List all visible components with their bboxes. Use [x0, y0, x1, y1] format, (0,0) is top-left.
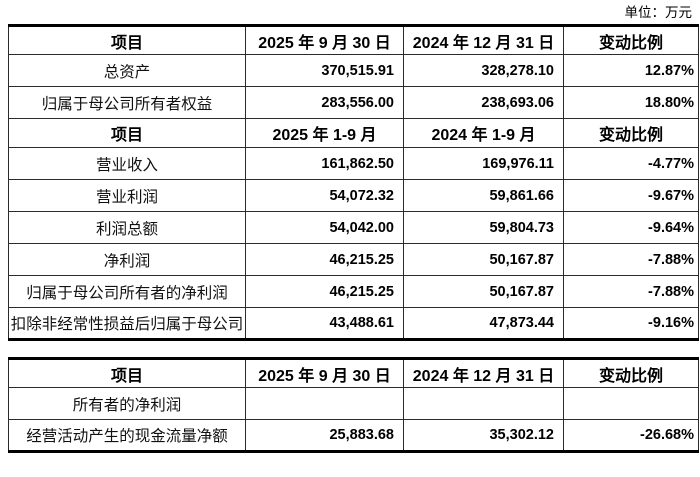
value-cell: 370,515.91 [245, 54, 404, 87]
value-cell: 161,862.50 [245, 147, 404, 180]
value-cell: 50,167.87 [403, 275, 564, 308]
value-cell: 54,042.00 [245, 211, 404, 244]
row-label-cell: 归属于母公司所有者权益 [8, 86, 246, 119]
row-label-cell: 净利润 [8, 243, 246, 276]
value-cell: 25,883.68 [245, 419, 404, 452]
table-row: 所有者的净利润 [8, 387, 699, 420]
value-cell: 169,976.11 [403, 147, 564, 180]
value-cell: -7.88% [563, 243, 699, 276]
tables-root: 项目 2025 年 9 月 30 日 2024 年 12 月 31 日变动比例 总资产… [0, 24, 700, 453]
row-label-cell: 所有者的净利润 [8, 387, 246, 420]
header-cell-period: 2024 年 12 月 31 日 [403, 358, 564, 388]
balance-sheet-and-income-table: 项目 2025 年 9 月 30 日 2024 年 12 月 31 日变动比例 总资产… [8, 24, 699, 341]
value-cell: 46,215.25 [245, 243, 404, 276]
header-row: 项目 2025 年 1-9 月 2024 年 1-9 月变动比例 [8, 118, 699, 148]
value-cell: -9.67% [563, 179, 699, 212]
value-cell: -9.16% [563, 307, 699, 340]
header-cell-period: 变动比例 [563, 25, 699, 55]
value-cell: 59,861.66 [403, 179, 564, 212]
table-row: 营业利润 54,072.32 59,861.66 -9.67% [8, 179, 699, 212]
row-label-cell: 营业收入 [8, 147, 246, 180]
value-cell: 59,804.73 [403, 211, 564, 244]
value-cell: 18.80% [563, 86, 699, 119]
value-cell: -26.68% [563, 419, 699, 452]
header-cell-period: 2025 年 9 月 30 日 [245, 358, 404, 388]
row-label-cell: 总资产 [8, 54, 246, 87]
value-cell: 46,215.25 [245, 275, 404, 308]
value-cell: 43,488.61 [245, 307, 404, 340]
row-label-cell: 利润总额 [8, 211, 246, 244]
value-cell: 238,693.06 [403, 86, 564, 119]
value-cell: 12.87% [563, 54, 699, 87]
value-cell: 35,302.12 [403, 419, 564, 452]
value-cell: -9.64% [563, 211, 699, 244]
table-row: 经营活动产生的现金流量净额 25,883.68 35,302.12 -26.68% [8, 419, 699, 452]
header-cell-period: 变动比例 [563, 118, 699, 148]
header-cell-period: 2025 年 9 月 30 日 [245, 25, 404, 55]
table-row: 总资产 370,515.91 328,278.10 12.87% [8, 54, 699, 87]
value-cell [563, 387, 699, 420]
value-cell: 283,556.00 [245, 86, 404, 119]
header-cell-period: 变动比例 [563, 358, 699, 388]
table-row: 利润总额 54,042.00 59,804.73 -9.64% [8, 211, 699, 244]
value-cell: -4.77% [563, 147, 699, 180]
value-cell [403, 387, 564, 420]
row-label-cell: 归属于母公司所有者的净利润 [8, 275, 246, 308]
header-cell-item: 项目 [8, 25, 246, 55]
cash-flow-table: 项目 2025 年 9 月 30 日 2024 年 12 月 31 日变动比例 所有者… [8, 357, 699, 453]
table-row: 扣除非经常性损益后归属于母公司 43,488.61 47,873.44 -9.16% [8, 307, 699, 340]
row-label-cell: 经营活动产生的现金流量净额 [8, 419, 246, 452]
header-cell-period: 2025 年 1-9 月 [245, 118, 404, 148]
value-cell [245, 387, 404, 420]
table-row: 营业收入 161,862.50 169,976.11 -4.77% [8, 147, 699, 180]
header-cell-period: 2024 年 12 月 31 日 [403, 25, 564, 55]
value-cell: 54,072.32 [245, 179, 404, 212]
header-cell-item: 项目 [8, 358, 246, 388]
value-cell: 47,873.44 [403, 307, 564, 340]
table-row: 归属于母公司所有者权益 283,556.00 238,693.06 18.80% [8, 86, 699, 119]
value-cell: -7.88% [563, 275, 699, 308]
unit-label: 单位：万元 [624, 5, 693, 20]
row-label-cell: 营业利润 [8, 179, 246, 212]
header-cell-item: 项目 [8, 118, 246, 148]
table-row: 净利润 46,215.25 50,167.87 -7.88% [8, 243, 699, 276]
row-label-cell: 扣除非经常性损益后归属于母公司 [8, 307, 246, 340]
table-row: 归属于母公司所有者的净利润 46,215.25 50,167.87 -7.88% [8, 275, 699, 308]
header-row: 项目 2025 年 9 月 30 日 2024 年 12 月 31 日变动比例 [8, 25, 699, 55]
header-row: 项目 2025 年 9 月 30 日 2024 年 12 月 31 日变动比例 [8, 358, 699, 388]
header-cell-period: 2024 年 1-9 月 [403, 118, 564, 148]
value-cell: 50,167.87 [403, 243, 564, 276]
value-cell: 328,278.10 [403, 54, 564, 87]
